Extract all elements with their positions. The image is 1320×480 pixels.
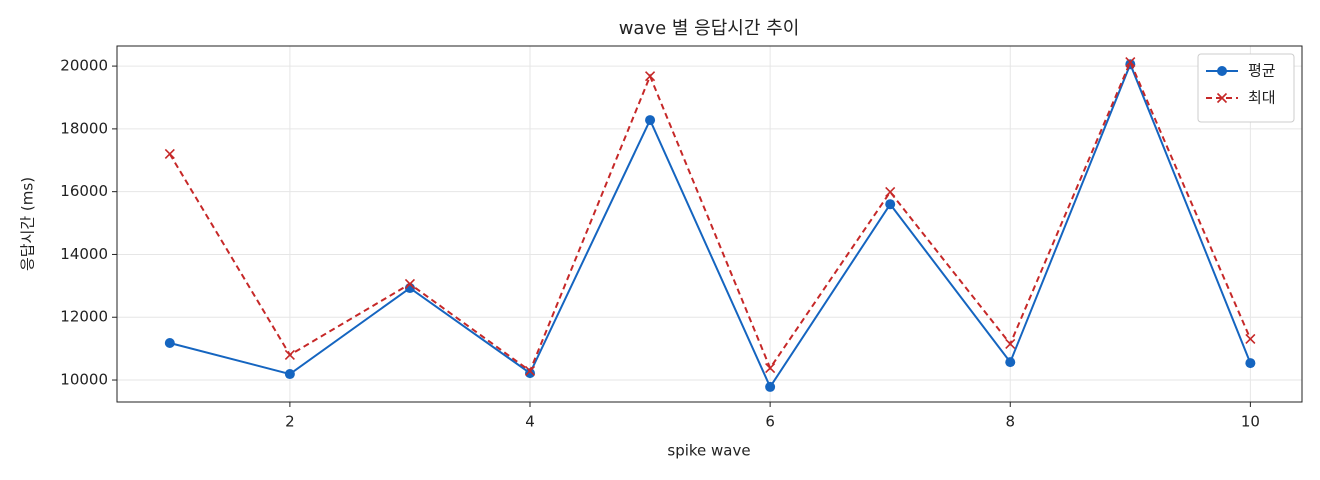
point (164, 337, 175, 348)
point (765, 363, 776, 374)
y-tick-label: 14000 (60, 245, 108, 263)
y-axis-label: 응답시간 (ms) (19, 177, 37, 271)
x-tick-label: 4 (525, 413, 535, 431)
y-tick-label: 12000 (60, 308, 108, 326)
x-tick-label: 2 (285, 413, 295, 431)
point (885, 186, 896, 198)
point (164, 148, 175, 160)
chart-title: wave 별 응답시간 추이 (619, 18, 800, 39)
plot-frame (116, 45, 1303, 403)
legend-label: 평균 (1248, 62, 1276, 80)
point (1245, 333, 1256, 344)
point (1005, 338, 1016, 349)
point (1245, 358, 1256, 369)
y-tick-label: 16000 (60, 182, 108, 200)
point (1005, 357, 1016, 368)
x-axis-label: spike wave (667, 442, 750, 460)
point (524, 365, 536, 376)
series-line (169, 61, 1252, 390)
y-tick-label: 10000 (60, 371, 108, 389)
x-tick-label: 10 (1241, 413, 1260, 431)
point (284, 349, 295, 360)
x-tick-label: 8 (1005, 413, 1015, 431)
legend-box (1197, 53, 1295, 123)
x-tick-label: 6 (765, 413, 775, 431)
point (885, 199, 896, 210)
legend-marker (1217, 66, 1227, 76)
legend-label: 최대 (1248, 89, 1276, 107)
point (284, 369, 295, 380)
point (404, 278, 416, 290)
point (1125, 56, 1136, 68)
point (765, 381, 776, 392)
y-tick-label: 20000 (60, 57, 108, 75)
legend-marker (1216, 92, 1228, 104)
y-tick-label: 18000 (60, 119, 108, 137)
point (525, 368, 536, 379)
point (645, 115, 656, 126)
point (645, 71, 656, 82)
series-line (168, 59, 1252, 373)
